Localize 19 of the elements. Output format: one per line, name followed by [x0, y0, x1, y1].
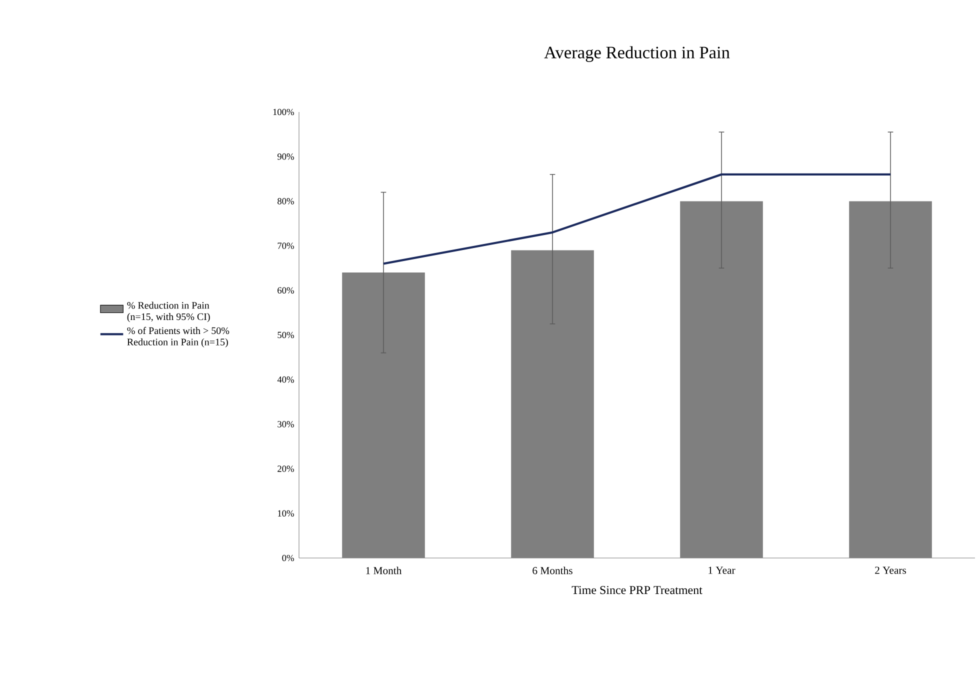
y-tick-label: 50% — [278, 332, 294, 338]
x-axis-title: Time Since PRP Treatment — [572, 586, 702, 594]
y-tick-label: 100% — [273, 108, 294, 116]
y-tick-label: 70% — [278, 242, 294, 249]
y-tick-label: 90% — [277, 153, 294, 160]
legend-label: % of Patients with > 50% Reduction in Pain (n=15) — [127, 326, 230, 348]
x-tick-label: 1 Year — [708, 566, 736, 574]
y-tick-label: 0% — [282, 554, 294, 562]
chart-title: Average Reduction in Pain — [544, 46, 730, 62]
legend-label: % Reduction in Pain (n=15, with 95% CI) — [127, 302, 210, 322]
y-tick-label: 20% — [278, 466, 294, 472]
y-tick-label: 30% — [278, 421, 294, 428]
x-tick-label: 6 Months — [532, 566, 572, 574]
y-tick-label: 40% — [277, 376, 294, 383]
x-tick-label: 1 Month — [366, 566, 402, 574]
y-tick-label: 80% — [278, 198, 294, 204]
y-tick-label: 10% — [278, 510, 294, 517]
x-tick-label: 2 Years — [875, 566, 906, 574]
y-tick-label: 60% — [278, 287, 294, 294]
